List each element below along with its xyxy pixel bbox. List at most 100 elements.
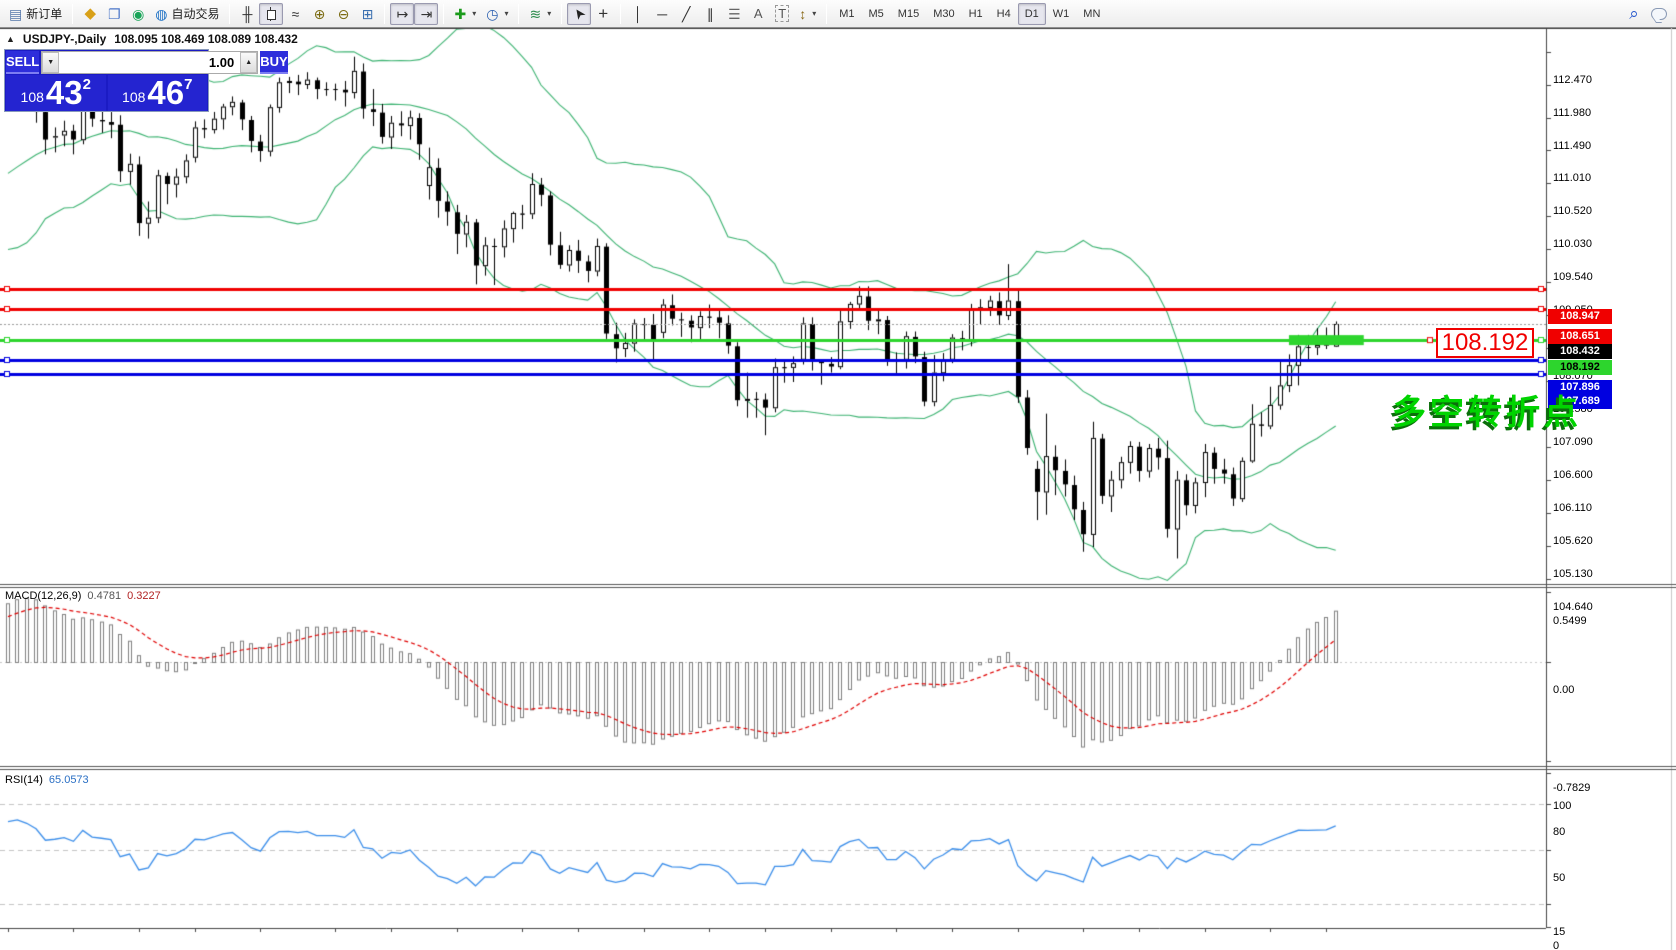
tile-windows-button[interactable]	[355, 3, 379, 25]
symbol-period-title: USDJPY-,Daily	[22, 32, 107, 46]
chart-canvas[interactable]	[0, 28, 1676, 950]
macd-main-value: 0.4781	[87, 590, 122, 602]
auto-trading-button[interactable]: 自动交易	[150, 3, 224, 25]
periods-button[interactable]: ▾	[481, 3, 513, 25]
chat-icon	[1651, 7, 1667, 20]
price-axis-tick: 104.640	[1553, 601, 1593, 614]
buy-price-button[interactable]: 108 46 7	[107, 75, 207, 111]
vertical-line-icon	[634, 7, 643, 21]
toolbar: 新订单 自动交易 ▾ ▾	[0, 0, 1676, 28]
timeframe-m15-button[interactable]: M15	[897, 7, 920, 20]
timeframe-h1-button[interactable]: H1	[968, 7, 983, 20]
timeframe-m1-button[interactable]: M1	[839, 7, 855, 20]
horizontal-line-tool-button[interactable]	[650, 3, 674, 25]
timeframe-m30-button[interactable]: M30	[933, 7, 955, 20]
rsi-axis-tick: 100	[1553, 800, 1572, 812]
price-level-badge: 108.432	[1548, 343, 1612, 359]
price-axis-tick: 110.030	[1553, 238, 1592, 251]
trendline-tool-button[interactable]	[674, 3, 698, 25]
new-order-icon	[9, 7, 22, 21]
macd-signal-value: 0.3227	[127, 590, 161, 602]
equidistant-channel-icon	[707, 7, 714, 21]
volume-stepper: ▼ ▲	[41, 51, 259, 74]
timeframe-m5-button[interactable]: M5	[868, 7, 884, 20]
new-order-button[interactable]: 新订单	[4, 3, 67, 25]
timeframe-d1-button[interactable]: D1	[1017, 2, 1046, 25]
cursor-icon	[573, 7, 585, 21]
sell-button[interactable]: SELL	[6, 51, 40, 74]
price-level-badge: 108.192	[1548, 360, 1612, 376]
bar-chart-icon	[243, 7, 253, 21]
price-level-badge: 107.689	[1548, 394, 1612, 409]
add-indicator-icon	[454, 7, 466, 21]
search-button[interactable]	[1622, 3, 1646, 25]
add-indicator-button[interactable]: ▾	[449, 3, 481, 25]
zoom-out-button[interactable]	[331, 3, 355, 25]
rsi-indicator-header: RSI(14) 65.0573	[5, 774, 89, 786]
vertical-line-tool-button[interactable]	[626, 3, 650, 25]
crosshair-icon	[598, 7, 608, 21]
chart-shift-button[interactable]	[414, 2, 439, 25]
cursor-tool-button[interactable]	[567, 2, 592, 25]
profiles-button[interactable]	[102, 3, 126, 25]
candlestick-icon	[266, 6, 276, 21]
auto-scroll-button[interactable]	[390, 2, 415, 25]
signals-button[interactable]	[126, 3, 150, 25]
chart-window: ▲ USDJPY-,Daily 108.095 108.469 108.089 …	[0, 28, 1676, 950]
bar-chart-button[interactable]	[235, 3, 259, 25]
chevron-down-icon: ▾	[812, 9, 817, 18]
crosshair-tool-button[interactable]	[591, 3, 615, 25]
volume-input[interactable]	[59, 52, 241, 73]
indicator-list-icon	[529, 7, 541, 21]
search-icon	[1629, 7, 1639, 21]
line-chart-button[interactable]	[283, 3, 307, 25]
timeframe-w1-button[interactable]: W1	[1052, 7, 1070, 20]
fibonacci-tool-button[interactable]	[722, 3, 746, 25]
buy-button[interactable]: BUY	[260, 51, 288, 74]
sell-price-pip: 2	[82, 76, 91, 93]
tile-windows-icon	[362, 7, 374, 21]
volume-increase-button[interactable]: ▲	[240, 52, 258, 73]
candlestick-chart-button[interactable]	[259, 2, 284, 25]
volume-decrease-button[interactable]: ▼	[42, 52, 60, 73]
clock-icon	[486, 7, 498, 21]
price-level-badge: 107.896	[1548, 380, 1612, 396]
channel-tool-button[interactable]	[698, 3, 722, 25]
profiles-icon	[108, 7, 121, 21]
sell-price-button[interactable]: 108 43 2	[6, 75, 106, 111]
ohlc-values: 108.095 108.469 108.089 108.432	[114, 32, 298, 46]
sell-price-figure: 108	[20, 89, 44, 105]
chart-title: ▲ USDJPY-,Daily 108.095 108.469 108.089 …	[6, 32, 298, 46]
new-order-label: 新订单	[26, 7, 63, 21]
timeframe-h4-button[interactable]: H4	[996, 7, 1011, 20]
macd-axis-tick: 0.5499	[1553, 615, 1587, 628]
price-axis-tick: 107.090	[1553, 436, 1593, 449]
timeframe-group: M1 M5 M15 M30 H1 H4 D1 W1 MN	[832, 2, 1107, 26]
macd-indicator-header: MACD(12,26,9) 0.4781 0.3227	[5, 590, 161, 602]
price-axis-tick: 112.470	[1553, 74, 1592, 86]
collapse-panel-icon[interactable]: ▲	[6, 34, 15, 44]
macd-axis-tick: 0.00	[1553, 684, 1575, 696]
price-axis-tick: 110.520	[1553, 205, 1592, 218]
price-axis-tick: 111.490	[1553, 140, 1592, 152]
text-tool-button[interactable]	[746, 3, 770, 25]
price-axis-tick: 106.600	[1553, 469, 1593, 482]
auto-trading-icon	[155, 7, 167, 21]
buy-price-figure: 108	[122, 89, 146, 105]
price-axis-tick: 109.540	[1553, 271, 1593, 284]
zoom-out-icon	[338, 7, 350, 21]
price-level-badge: 108.651	[1548, 329, 1612, 345]
rsi-axis-tick: 50	[1553, 871, 1566, 884]
arrows-tool-button[interactable]: ▾	[794, 3, 821, 25]
rsi-axis-tick: 80	[1553, 825, 1566, 838]
label-tool-button[interactable]	[770, 3, 794, 25]
turning-point-annotation[interactable]: 多空转折点	[1392, 394, 1582, 432]
chat-button[interactable]	[1646, 3, 1672, 25]
macd-axis-tick: -0.7829	[1553, 782, 1591, 795]
market-watch-button[interactable]	[78, 3, 102, 25]
timeframe-mn-button[interactable]: MN	[1083, 7, 1101, 20]
price-level-annotation[interactable]: 108.192	[1436, 328, 1534, 358]
zoom-in-button[interactable]	[307, 3, 331, 25]
indicator-list-button[interactable]: ▾	[524, 3, 556, 25]
